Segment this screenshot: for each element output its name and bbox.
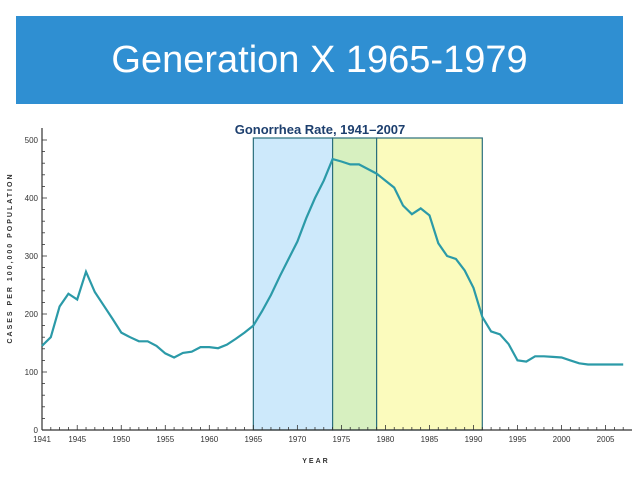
x-tick-label: 1985 (421, 435, 439, 444)
x-tick-label: 1965 (244, 435, 262, 444)
x-tick-label: 1950 (112, 435, 130, 444)
y-tick-label: 300 (25, 252, 39, 261)
x-tick-label: 2000 (553, 435, 571, 444)
x-tick-label: 1941 (33, 435, 51, 444)
chart-title: Gonorrhea Rate, 1941–2007 (235, 122, 406, 137)
x-tick-label: 1970 (288, 435, 306, 444)
x-tick-label: 2005 (597, 435, 615, 444)
highlight-band-3 (376, 137, 483, 431)
x-tick-label: 1960 (200, 435, 218, 444)
x-tick-label: 1980 (377, 435, 395, 444)
y-tick-label: 100 (25, 368, 39, 377)
x-axis-label: YEAR (302, 458, 329, 465)
highlight-band-1 (252, 137, 334, 431)
y-tick-label: 400 (25, 194, 39, 203)
x-tick-label: 1995 (509, 435, 527, 444)
highlight-band-2 (331, 137, 378, 431)
x-tick-label: 1945 (68, 435, 86, 444)
y-tick-label: 0 (34, 426, 39, 435)
x-tick-label: 1975 (333, 435, 351, 444)
title-bar: Generation X 1965-1979 (16, 16, 623, 104)
slide-title: Generation X 1965-1979 (111, 39, 528, 81)
y-axis-label: CASES PER 100,000 POPULATION (7, 172, 14, 343)
series-line (41, 157, 624, 366)
y-tick-label: 500 (25, 136, 39, 145)
y-tick-label: 200 (25, 310, 39, 319)
x-tick-label: 1990 (465, 435, 483, 444)
x-tick-label: 1955 (156, 435, 174, 444)
